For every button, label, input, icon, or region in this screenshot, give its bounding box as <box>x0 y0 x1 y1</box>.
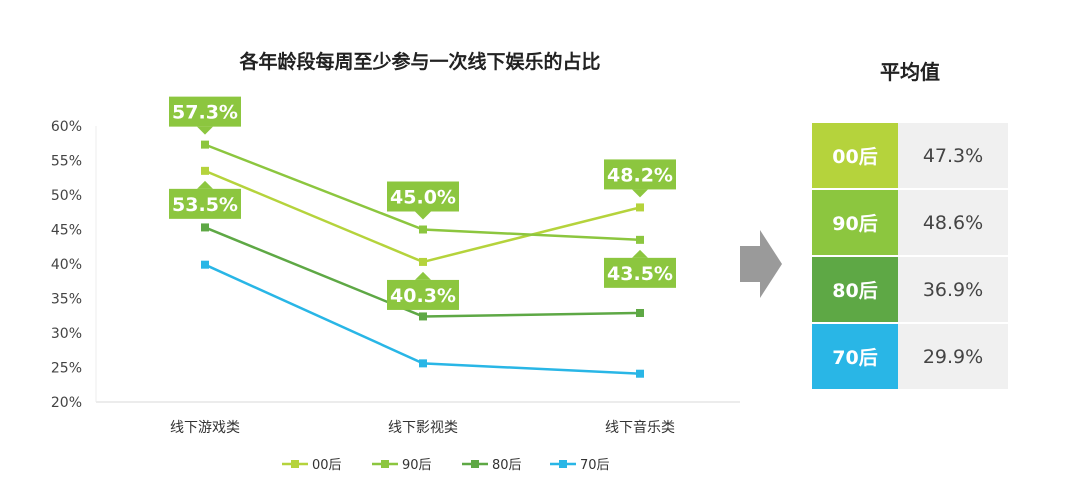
data-point <box>419 257 427 266</box>
data-label-text: 48.2% <box>607 164 673 186</box>
y-tick-label: 30% <box>51 326 82 342</box>
data-label-callout: 43.5% <box>604 249 676 288</box>
legend-marker <box>291 460 299 468</box>
average-value: 29.9% <box>898 324 1008 389</box>
legend-label: 90后 <box>402 458 432 473</box>
average-title: 平均值 <box>880 60 940 84</box>
data-point <box>201 260 209 269</box>
x-tick-label: 线下影视类 <box>388 420 458 436</box>
legend-label: 80后 <box>492 458 522 473</box>
average-gen-label: 80后 <box>812 257 898 322</box>
data-point <box>201 223 209 232</box>
data-point <box>419 225 427 234</box>
average-value: 36.9% <box>898 257 1008 322</box>
average-table: 00后 47.3% 90后 48.6% 80后 36.9% 70后 29.9% <box>812 123 1008 391</box>
data-label-callout: 53.5% <box>169 180 241 219</box>
average-gen-label: 90后 <box>812 190 898 255</box>
average-row-90: 90后 48.6% <box>812 190 1008 255</box>
y-tick-label: 20% <box>51 395 82 411</box>
y-tick-label: 25% <box>51 361 82 377</box>
y-tick-label: 60% <box>51 119 82 135</box>
x-tick-label: 线下音乐类 <box>605 419 675 436</box>
data-label-text: 45.0% <box>390 187 456 209</box>
arrow-head-icon <box>760 230 782 298</box>
y-tick-label: 45% <box>51 223 82 239</box>
data-label-text: 43.5% <box>607 263 673 285</box>
y-tick-label: 35% <box>51 292 82 308</box>
average-gen-label: 70后 <box>812 324 898 389</box>
average-value: 48.6% <box>898 190 1008 255</box>
data-label-callout: 48.2% <box>604 159 676 198</box>
legend-label: 70后 <box>580 458 610 473</box>
data-label-text: 40.3% <box>390 285 456 307</box>
data-point <box>201 140 209 149</box>
data-label-callout: 45.0% <box>387 181 459 220</box>
legend-marker <box>381 460 389 468</box>
data-point <box>419 359 427 368</box>
chart-title: 各年龄段每周至少参与一次线下娱乐的占比 <box>238 50 600 73</box>
average-row-70: 70后 29.9% <box>812 324 1008 389</box>
average-value: 47.3% <box>898 123 1008 188</box>
data-label-text: 57.3% <box>172 102 238 124</box>
x-tick-label: 线下游戏类 <box>170 420 240 436</box>
y-tick-label: 40% <box>51 257 82 273</box>
arrow-right-icon <box>740 246 760 282</box>
legend-marker <box>559 460 567 468</box>
average-row-80: 80后 36.9% <box>812 257 1008 322</box>
average-gen-label: 00后 <box>812 123 898 188</box>
data-label-callout: 40.3% <box>387 271 459 310</box>
data-point <box>419 312 427 321</box>
data-point <box>636 369 644 378</box>
y-tick-label: 50% <box>51 188 82 204</box>
legend-label: 00后 <box>312 458 342 473</box>
line-chart: 各年龄段每周至少参与一次线下娱乐的占比 20% 25% 30% 35% 40% 45% 50%… <box>51 50 740 473</box>
data-point <box>636 235 644 244</box>
legend-marker <box>471 460 479 468</box>
data-label-callout: 57.3% <box>169 96 241 135</box>
data-point <box>201 166 209 175</box>
y-tick-label: 55% <box>51 154 82 170</box>
data-point <box>636 308 644 317</box>
data-point <box>636 203 644 212</box>
average-row-00: 00后 47.3% <box>812 123 1008 188</box>
data-label-text: 53.5% <box>172 194 238 216</box>
